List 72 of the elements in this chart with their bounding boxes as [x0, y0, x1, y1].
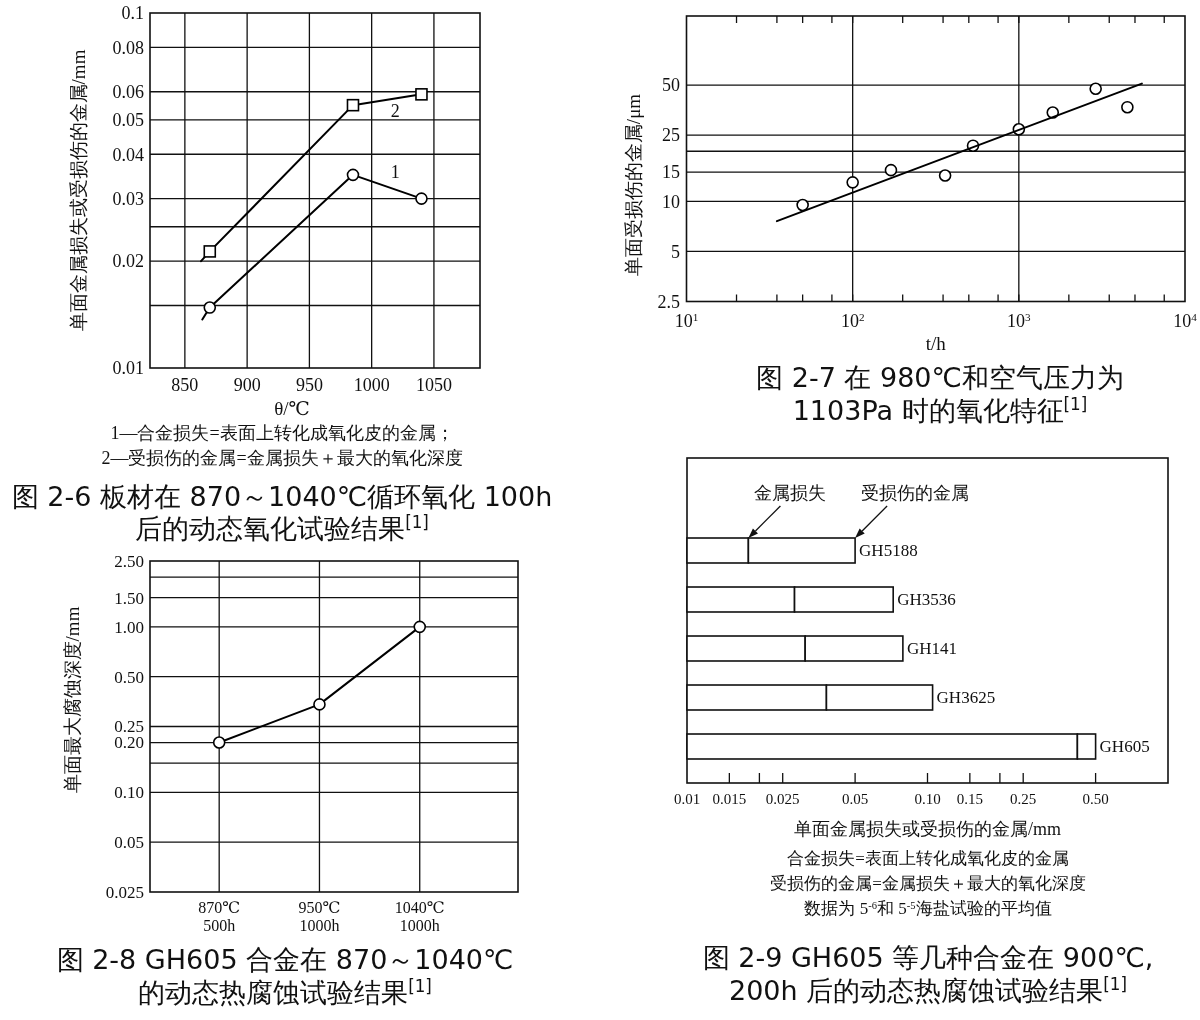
- y-tick-label: 1.50: [114, 588, 144, 608]
- x-tick-label: 10$^{3}$: [1007, 311, 1032, 332]
- y-tick-label: 0.1: [121, 3, 144, 24]
- point: [415, 192, 428, 205]
- y-tick-label: 0.04: [112, 144, 144, 165]
- y-tick-label: 0.03: [112, 188, 144, 209]
- y-tick-label: 0.05: [114, 833, 144, 853]
- y-tick-label: 2.50: [114, 551, 144, 571]
- y-tick-label: 15: [662, 162, 680, 183]
- x-axis-title: θ/℃: [274, 397, 310, 419]
- x-tick-label: 0.015: [712, 791, 747, 808]
- y-tick-label: GH5188: [859, 541, 918, 561]
- text: 受损伤的金属=金属损失＋最大的氧化深度: [770, 873, 1086, 893]
- series-label: 2: [390, 101, 400, 122]
- series-label: 金属损失: [754, 483, 827, 504]
- x-tick-label: 950℃ 1000h: [298, 898, 341, 934]
- y-axis-title: 单面受损伤的金属/μm: [622, 93, 644, 277]
- x-tick-label: 870℃ 500h: [198, 898, 241, 934]
- x-tick-label: 850: [171, 375, 199, 396]
- x-tick-label: 10$^{4}$: [1173, 311, 1198, 332]
- point: [415, 88, 428, 101]
- series-label: 1: [390, 162, 400, 183]
- y-tick-label: GH605: [1099, 737, 1150, 757]
- text: 图 2-8 GH605 合金在 870～1040℃的动态热腐蚀试验结果$^{[1]}$: [56, 944, 514, 1009]
- y-tick-label: 25: [662, 125, 680, 146]
- x-tick-label: 0.01: [673, 791, 701, 808]
- y-tick-label: 0.08: [112, 37, 144, 58]
- x-tick-label: 0.50: [1082, 791, 1109, 808]
- text: 图 2-6 板材在 870～1040℃循环氧化 100h 后的动态氧化试验结果$^{[1]}$: [11, 481, 553, 545]
- text: 图 2-7 在 980℃和空气压力为 1103Pa 时的氧化特征$^{[1]}$: [756, 362, 1124, 427]
- y-tick-label: 0.50: [114, 667, 144, 687]
- point: [313, 698, 326, 711]
- text: 合金损失=表面上转化成氧化皮的金属: [787, 848, 1069, 868]
- x-tick-label: 0.025: [765, 791, 800, 808]
- text: 2—受损伤的金属=金属损失＋最大的氧化深度: [101, 448, 463, 469]
- series-label: 受损伤的金属: [861, 483, 970, 504]
- point: [203, 245, 217, 258]
- text: 图 2-9 GH605 等几种合金在 900℃, 200h 后的动态热腐蚀试验结果$^{[1]}$: [702, 942, 1154, 1007]
- x-tick-label: 1040℃ 1000h: [394, 898, 445, 934]
- point: [212, 736, 226, 749]
- x-tick-label: 1000: [353, 375, 390, 396]
- y-tick-label: 2.5: [657, 291, 680, 312]
- y-tick-label: 0.02: [112, 251, 144, 272]
- y-tick-label: 0.05: [112, 110, 144, 131]
- text: 1—合金损失=表面上转化成氧化皮的金属；: [110, 423, 454, 444]
- point: [203, 301, 217, 314]
- point: [346, 168, 360, 182]
- x-tick-label: 900: [233, 375, 261, 396]
- y-tick-label: 10: [662, 191, 680, 212]
- y-tick-label: 0.01: [112, 358, 144, 379]
- y-axis-title: 单面最大腐蚀深度/mm: [61, 606, 83, 794]
- x-tick-label: 10$^{1}$: [674, 311, 699, 332]
- x-tick-label: 10$^{2}$: [840, 311, 865, 332]
- y-tick-label: 50: [662, 75, 680, 96]
- x-tick-label: 950: [295, 375, 323, 396]
- y-tick-label: 0.06: [112, 82, 144, 103]
- point: [346, 98, 360, 112]
- y-tick-label: 0.025: [105, 882, 144, 902]
- y-tick-label: 5: [671, 241, 680, 262]
- x-tick-label: 1050: [415, 375, 452, 396]
- y-axis-title: 单面金属损失或受损伤的金属/mm: [67, 49, 89, 332]
- text: 数据为 5$^{-6}$和 5$^{-5}$海盐试验的平均值: [804, 898, 1052, 918]
- y-tick-label: 1.00: [114, 617, 144, 637]
- y-tick-label: GH141: [906, 639, 957, 659]
- x-axis-title: t/h: [925, 332, 947, 354]
- x-tick-label: 0.15: [956, 791, 983, 808]
- x-tick-label: 0.25: [1010, 791, 1037, 808]
- y-tick-label: GH3536: [897, 590, 956, 610]
- x-axis-title: 单面金属损失或受损伤的金属/mm: [793, 819, 1062, 840]
- x-tick-label: 0.05: [841, 791, 869, 808]
- y-tick-label: GH3625: [936, 688, 996, 708]
- point: [413, 620, 427, 634]
